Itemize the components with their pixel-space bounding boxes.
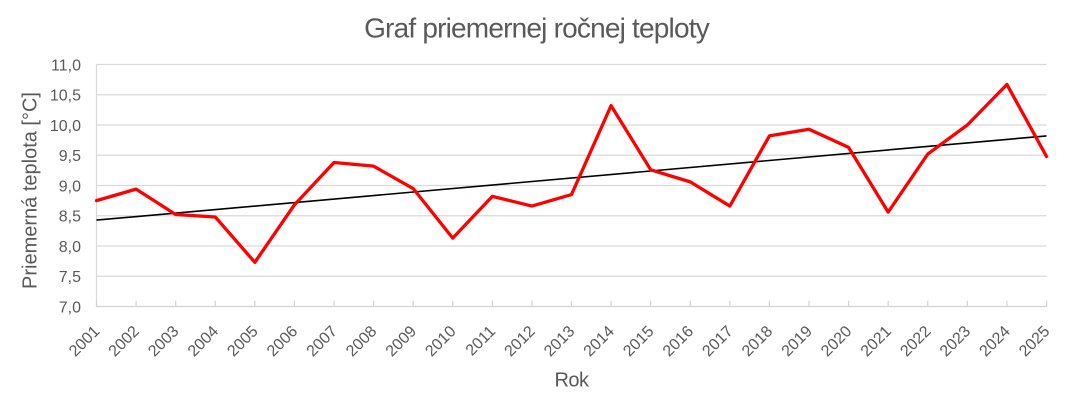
svg-text:8,5: 8,5 bbox=[59, 209, 81, 226]
svg-text:10,5: 10,5 bbox=[50, 88, 81, 105]
svg-text:Graf priemernej ročnej teploty: Graf priemernej ročnej teploty bbox=[364, 13, 710, 44]
svg-text:11,0: 11,0 bbox=[51, 57, 81, 74]
svg-text:Rok: Rok bbox=[554, 370, 590, 392]
svg-text:9,5: 9,5 bbox=[59, 148, 81, 165]
svg-text:Priemerná teplota [°C]: Priemerná teplota [°C] bbox=[20, 92, 42, 289]
svg-text:10,0: 10,0 bbox=[50, 118, 81, 135]
svg-text:8,0: 8,0 bbox=[59, 239, 81, 256]
svg-text:7,0: 7,0 bbox=[59, 299, 81, 316]
svg-text:7,5: 7,5 bbox=[59, 269, 81, 286]
svg-text:9,0: 9,0 bbox=[59, 178, 81, 195]
